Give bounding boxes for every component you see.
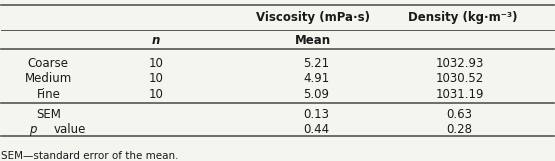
Text: Mean: Mean [295, 34, 331, 47]
Text: 0.13: 0.13 [303, 108, 329, 121]
Text: SEM: SEM [36, 108, 60, 121]
Text: SEM—standard error of the mean.: SEM—standard error of the mean. [2, 151, 179, 161]
Text: Fine: Fine [37, 88, 60, 101]
Text: Medium: Medium [25, 72, 72, 85]
Text: 1030.52: 1030.52 [436, 72, 484, 85]
Text: 10: 10 [149, 57, 164, 70]
Text: 0.63: 0.63 [447, 108, 473, 121]
Text: 5.21: 5.21 [303, 57, 329, 70]
Text: 4.91: 4.91 [303, 72, 329, 85]
Text: 1032.93: 1032.93 [436, 57, 484, 70]
Text: 10: 10 [149, 72, 164, 85]
Text: 10: 10 [149, 88, 164, 101]
Text: Density (kg·m⁻³): Density (kg·m⁻³) [408, 11, 517, 24]
Text: n: n [152, 34, 160, 47]
Text: value: value [54, 123, 86, 136]
Text: 5.09: 5.09 [303, 88, 329, 101]
Text: 0.28: 0.28 [447, 123, 473, 136]
Text: Viscosity (mPa·s): Viscosity (mPa·s) [256, 11, 370, 24]
Text: p: p [29, 123, 37, 136]
Text: 0.44: 0.44 [303, 123, 329, 136]
Text: 1031.19: 1031.19 [436, 88, 484, 101]
Text: Coarse: Coarse [28, 57, 69, 70]
